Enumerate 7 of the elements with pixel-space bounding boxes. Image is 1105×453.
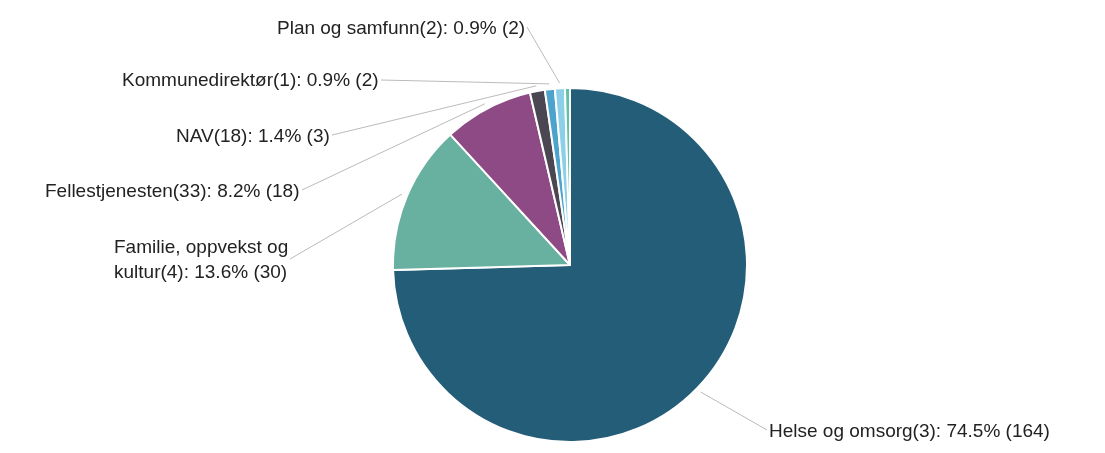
slice-label: Fellestjenesten(33): 8.2% (18) <box>45 180 300 201</box>
slice-label: NAV(18): 1.4% (3) <box>176 125 330 146</box>
slice-label: Familie, oppvekst og kultur(4): 13.6% (30) <box>114 236 289 282</box>
slice-label: Kommunedirektør(1): 0.9% (2) <box>122 69 379 90</box>
pie-slice <box>392 87 748 443</box>
slice-label: Plan og samfunn(2): 0.9% (2) <box>277 17 526 38</box>
slice-label: Helse og omsorg(3): 74.5% (164) <box>769 420 1050 441</box>
